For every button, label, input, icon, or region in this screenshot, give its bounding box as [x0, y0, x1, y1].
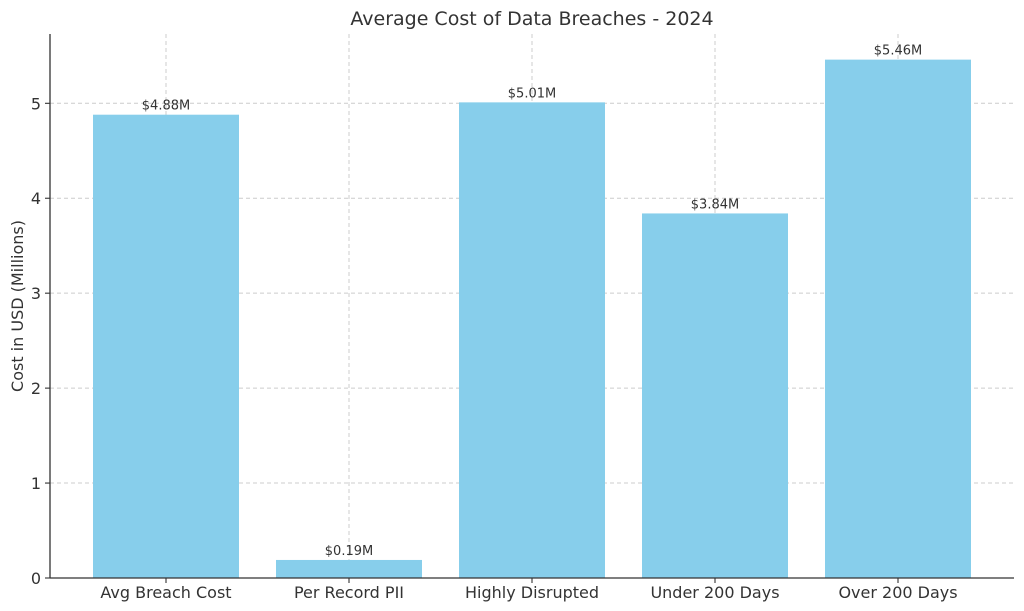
bar-per-record-pii [276, 559, 422, 578]
bars [93, 59, 971, 579]
axes [45, 34, 1014, 583]
x-tick-label: Avg Breach Cost [100, 583, 231, 602]
bar-value-label: $0.19M [325, 544, 373, 559]
x-tick-label: Highly Disrupted [465, 583, 599, 602]
bar-highly-disrupted [459, 102, 605, 578]
y-tick-label: 2 [31, 379, 41, 398]
x-tick-label: Over 200 Days [838, 583, 957, 602]
bar-avg-breach-cost [93, 114, 239, 578]
x-tick-label: Under 200 Days [650, 583, 779, 602]
y-tick-label: 4 [31, 189, 41, 208]
bar-under-200-days [642, 213, 788, 578]
labels: 0 1 2 3 4 5 $4.88M Avg Breach Cost $0.19M Per Rec… [31, 44, 958, 602]
y-axis-label: Cost in USD (Millions) [8, 220, 27, 392]
y-tick-label: 5 [31, 94, 41, 113]
y-tick-label: 0 [31, 569, 41, 588]
y-tick-label: 3 [31, 284, 41, 303]
x-tick-label: Per Record PII [294, 583, 404, 602]
chart-title: Average Cost of Data Breaches - 2024 [350, 8, 713, 30]
bar-value-label: $5.46M [874, 44, 922, 59]
bar-over-200-days [825, 59, 971, 579]
bar-value-label: $4.88M [142, 99, 190, 114]
bar-value-label: $3.84M [691, 197, 739, 212]
bar-value-label: $5.01M [508, 86, 556, 101]
y-tick-label: 1 [31, 474, 41, 493]
